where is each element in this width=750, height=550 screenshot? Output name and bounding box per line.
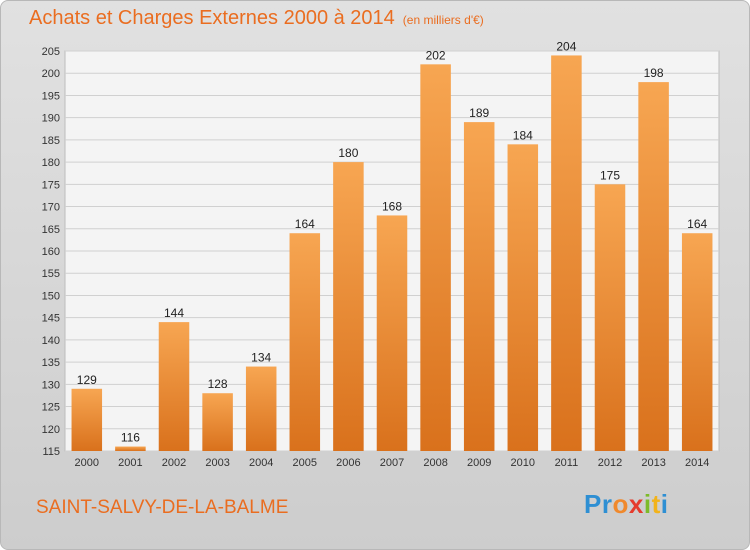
data-label: 168 xyxy=(382,199,402,213)
bar xyxy=(420,64,451,452)
bar xyxy=(463,122,495,451)
chart-title: Achats et Charges Externes 2000 à 2014 (e… xyxy=(29,7,484,30)
data-label: 164 xyxy=(687,217,707,231)
bar xyxy=(115,446,146,451)
x-tick-label: 2006 xyxy=(336,457,360,469)
bar xyxy=(333,162,364,451)
bars xyxy=(71,55,713,452)
x-tick-label: 2002 xyxy=(162,457,186,469)
y-tick-label: 120 xyxy=(42,424,60,436)
y-tick-label: 130 xyxy=(42,379,60,391)
y-tick-label: 185 xyxy=(42,135,60,147)
data-labels: 129 116 144 128 134 164 180 168 202 189 184 204 175 1… xyxy=(77,39,708,444)
x-tick-label: 2012 xyxy=(598,457,622,469)
bar xyxy=(638,82,669,451)
data-label: 204 xyxy=(556,39,576,53)
bar xyxy=(507,144,539,452)
data-label: 184 xyxy=(513,128,533,142)
data-label: 198 xyxy=(644,66,664,80)
data-label: 128 xyxy=(208,377,228,391)
x-tick-label: 2003 xyxy=(205,457,229,469)
bar xyxy=(202,393,233,451)
bar xyxy=(551,55,582,451)
bar xyxy=(71,388,103,451)
y-tick-label: 165 xyxy=(42,224,60,236)
y-tick-label: 170 xyxy=(42,202,60,214)
x-tick-label: 2007 xyxy=(380,457,404,469)
y-axis-ticks: 115 120 125 130 135 140 145 150 155 160 165 170 175 1… xyxy=(42,46,60,458)
data-label: 144 xyxy=(164,306,184,320)
y-tick-label: 135 xyxy=(42,357,60,369)
y-tick-label: 190 xyxy=(42,113,60,125)
data-label: 116 xyxy=(121,431,140,445)
x-tick-label: 2005 xyxy=(293,457,317,469)
data-label: 164 xyxy=(295,217,315,231)
x-tick-label: 2013 xyxy=(641,457,665,469)
bar xyxy=(289,233,321,451)
y-tick-label: 160 xyxy=(42,246,60,258)
data-label: 134 xyxy=(251,351,271,365)
y-tick-label: 205 xyxy=(42,46,60,58)
chart-subtitle: (en milliers d'€) xyxy=(402,13,484,27)
y-tick-label: 115 xyxy=(42,446,60,458)
x-tick-label: 2000 xyxy=(75,457,99,469)
y-tick-label: 195 xyxy=(42,90,60,102)
y-tick-label: 145 xyxy=(42,313,60,325)
y-tick-label: 150 xyxy=(42,290,60,302)
data-label: 175 xyxy=(600,168,620,182)
bar xyxy=(245,366,277,451)
data-label: 202 xyxy=(426,48,446,62)
x-tick-label: 2009 xyxy=(467,457,491,469)
y-tick-label: 180 xyxy=(42,157,60,169)
bar xyxy=(158,322,190,451)
x-tick-label: 2011 xyxy=(555,457,579,469)
bar xyxy=(594,184,626,452)
x-tick-label: 2008 xyxy=(423,457,447,469)
y-tick-label: 140 xyxy=(42,335,60,347)
chart-title-text: Achats et Charges Externes 2000 à 2014 xyxy=(29,7,395,29)
x-tick-label: 2001 xyxy=(118,457,142,469)
proxiti-logo: Proxiti xyxy=(584,489,669,519)
x-tick-label: 2014 xyxy=(685,457,709,469)
y-tick-label: 200 xyxy=(42,68,60,80)
data-label: 180 xyxy=(338,146,358,160)
x-axis-ticks: 2000 2001 2002 2003 2004 2005 2006 2007 2008 2009… xyxy=(75,457,710,469)
y-tick-label: 125 xyxy=(42,402,60,414)
data-label: 129 xyxy=(77,373,97,387)
x-tick-label: 2004 xyxy=(249,457,273,469)
y-tick-label: 175 xyxy=(42,179,60,191)
data-label: 189 xyxy=(469,106,489,120)
place-name: SAINT-SALVY-DE-LA-BALME xyxy=(36,497,289,518)
x-tick-label: 2010 xyxy=(511,457,535,469)
bar xyxy=(681,233,713,451)
bar xyxy=(376,215,408,451)
y-tick-label: 155 xyxy=(42,268,60,280)
